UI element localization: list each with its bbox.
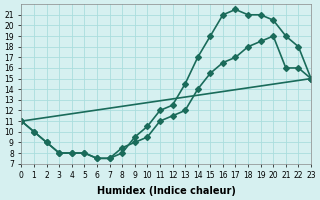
X-axis label: Humidex (Indice chaleur): Humidex (Indice chaleur) — [97, 186, 236, 196]
